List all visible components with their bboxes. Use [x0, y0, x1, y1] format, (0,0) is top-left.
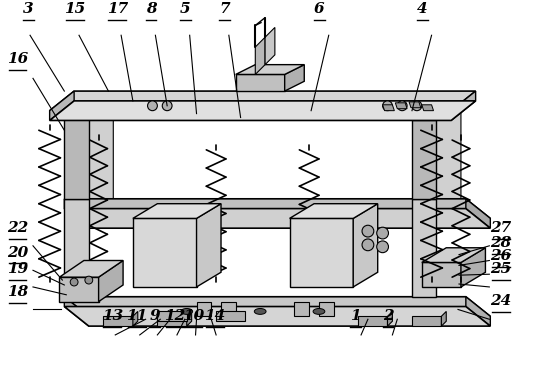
Ellipse shape	[313, 309, 325, 314]
Text: 20: 20	[6, 246, 28, 260]
Polygon shape	[409, 102, 421, 108]
Polygon shape	[59, 260, 123, 277]
Circle shape	[362, 239, 374, 251]
Circle shape	[412, 101, 422, 111]
Circle shape	[162, 101, 172, 111]
Polygon shape	[50, 101, 475, 121]
Text: 14: 14	[205, 309, 226, 323]
Polygon shape	[388, 312, 392, 326]
Polygon shape	[358, 316, 388, 326]
Polygon shape	[103, 316, 133, 326]
Polygon shape	[64, 208, 490, 228]
Polygon shape	[412, 121, 436, 199]
Text: 10: 10	[183, 309, 204, 323]
Circle shape	[147, 101, 158, 111]
Polygon shape	[289, 218, 353, 287]
Polygon shape	[265, 27, 275, 65]
Circle shape	[362, 225, 374, 237]
Text: 2: 2	[383, 309, 393, 323]
Polygon shape	[236, 74, 285, 91]
Text: 15: 15	[64, 2, 86, 16]
Text: 13: 13	[102, 309, 123, 323]
Circle shape	[397, 101, 407, 111]
Polygon shape	[64, 307, 490, 326]
Polygon shape	[422, 263, 461, 287]
Polygon shape	[236, 65, 304, 74]
Polygon shape	[396, 103, 407, 109]
Text: 12: 12	[165, 309, 185, 323]
Polygon shape	[289, 204, 378, 218]
Polygon shape	[436, 101, 461, 218]
Circle shape	[85, 276, 93, 284]
Polygon shape	[353, 204, 378, 287]
Polygon shape	[319, 302, 333, 316]
Text: 17: 17	[107, 2, 128, 16]
Polygon shape	[466, 199, 490, 228]
Text: 25: 25	[490, 262, 512, 276]
Polygon shape	[221, 302, 236, 316]
Polygon shape	[285, 65, 304, 91]
Polygon shape	[216, 312, 245, 321]
Polygon shape	[412, 316, 441, 326]
Polygon shape	[59, 277, 99, 302]
Polygon shape	[412, 199, 436, 297]
Text: 19: 19	[6, 262, 28, 276]
Text: 16: 16	[6, 52, 28, 66]
Polygon shape	[441, 312, 446, 326]
Polygon shape	[422, 248, 486, 263]
Polygon shape	[466, 297, 490, 326]
Circle shape	[377, 227, 389, 239]
Text: 28: 28	[490, 236, 512, 250]
Polygon shape	[64, 297, 490, 316]
Polygon shape	[64, 297, 89, 326]
Text: 3: 3	[23, 2, 34, 16]
Polygon shape	[294, 302, 309, 316]
Polygon shape	[133, 218, 197, 287]
Polygon shape	[133, 312, 138, 326]
Ellipse shape	[181, 309, 192, 314]
Polygon shape	[50, 91, 475, 111]
Text: 6: 6	[314, 2, 325, 16]
Polygon shape	[50, 91, 74, 121]
Polygon shape	[64, 199, 89, 297]
Polygon shape	[255, 37, 265, 74]
Polygon shape	[422, 105, 434, 111]
Polygon shape	[133, 204, 221, 218]
Text: 5: 5	[180, 2, 191, 16]
Circle shape	[383, 101, 392, 111]
Text: 24: 24	[490, 294, 512, 309]
Text: 7: 7	[219, 2, 230, 16]
Text: 9: 9	[150, 309, 160, 323]
Polygon shape	[383, 105, 394, 111]
Polygon shape	[158, 316, 187, 326]
Polygon shape	[89, 101, 113, 228]
Polygon shape	[64, 199, 490, 218]
Polygon shape	[64, 111, 89, 199]
Polygon shape	[158, 312, 187, 321]
Polygon shape	[64, 199, 89, 228]
Text: 4: 4	[417, 2, 428, 16]
Text: 18: 18	[6, 285, 28, 299]
Polygon shape	[451, 91, 475, 121]
Polygon shape	[461, 248, 486, 287]
Ellipse shape	[254, 309, 266, 314]
Polygon shape	[99, 260, 123, 302]
Text: 1: 1	[351, 309, 361, 323]
Text: 26: 26	[490, 249, 512, 263]
Polygon shape	[197, 204, 221, 287]
Circle shape	[377, 241, 389, 253]
Text: 22: 22	[6, 221, 28, 235]
Text: 27: 27	[490, 221, 512, 235]
Polygon shape	[187, 312, 192, 326]
Circle shape	[70, 278, 78, 286]
Text: 8: 8	[146, 2, 157, 16]
Text: 11: 11	[126, 309, 147, 323]
Polygon shape	[197, 302, 211, 316]
